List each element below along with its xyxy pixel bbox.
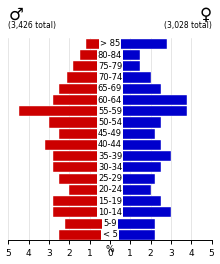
Text: > 85: > 85 [100,39,120,48]
Bar [73,61,110,71]
Bar [110,140,161,150]
Bar [110,162,161,172]
Bar [69,185,110,195]
Text: 60-64: 60-64 [98,96,122,105]
Text: 25-29: 25-29 [98,174,122,183]
Text: %: % [106,245,114,254]
Text: 70-74: 70-74 [98,73,122,82]
Text: 65-69: 65-69 [98,84,122,93]
Bar [110,106,187,116]
Text: ♂: ♂ [8,6,23,24]
Text: 75-79: 75-79 [98,62,122,71]
Text: ♀: ♀ [200,6,212,24]
Bar [110,185,151,195]
Bar [59,129,110,139]
Bar [59,84,110,94]
Bar [45,140,110,150]
Bar [65,219,110,229]
Bar [59,230,110,240]
Text: 40-44: 40-44 [98,140,122,149]
Text: 15-19: 15-19 [98,197,122,206]
Bar [53,207,110,217]
Bar [79,50,110,60]
Bar [110,151,171,161]
Bar [49,117,110,128]
Bar [59,174,110,184]
Bar [110,50,141,60]
Bar [110,174,155,184]
Text: < 5: < 5 [103,230,117,239]
Bar [53,151,110,161]
Text: 80-84: 80-84 [98,51,122,60]
Bar [110,95,187,105]
Text: 50-54: 50-54 [98,118,122,127]
Bar [110,129,155,139]
Text: 10-14: 10-14 [98,208,122,217]
Bar [53,196,110,206]
Bar [110,117,161,128]
Text: 20-24: 20-24 [98,185,122,194]
Text: 45-49: 45-49 [98,129,122,138]
Text: 5-9: 5-9 [103,219,117,228]
Bar [110,39,167,49]
Text: 35-39: 35-39 [98,152,122,161]
Bar [18,106,110,116]
Text: 55-59: 55-59 [98,107,122,116]
Text: (3,426 total): (3,426 total) [8,21,57,30]
Bar [67,73,110,83]
Bar [110,61,141,71]
Bar [110,84,161,94]
Bar [110,73,151,83]
Bar [53,162,110,172]
Bar [110,219,155,229]
Bar [110,196,161,206]
Bar [110,207,171,217]
Bar [110,230,155,240]
Text: (3,028 total): (3,028 total) [164,21,212,30]
Text: 30-34: 30-34 [98,163,122,172]
Bar [53,95,110,105]
Bar [86,39,110,49]
